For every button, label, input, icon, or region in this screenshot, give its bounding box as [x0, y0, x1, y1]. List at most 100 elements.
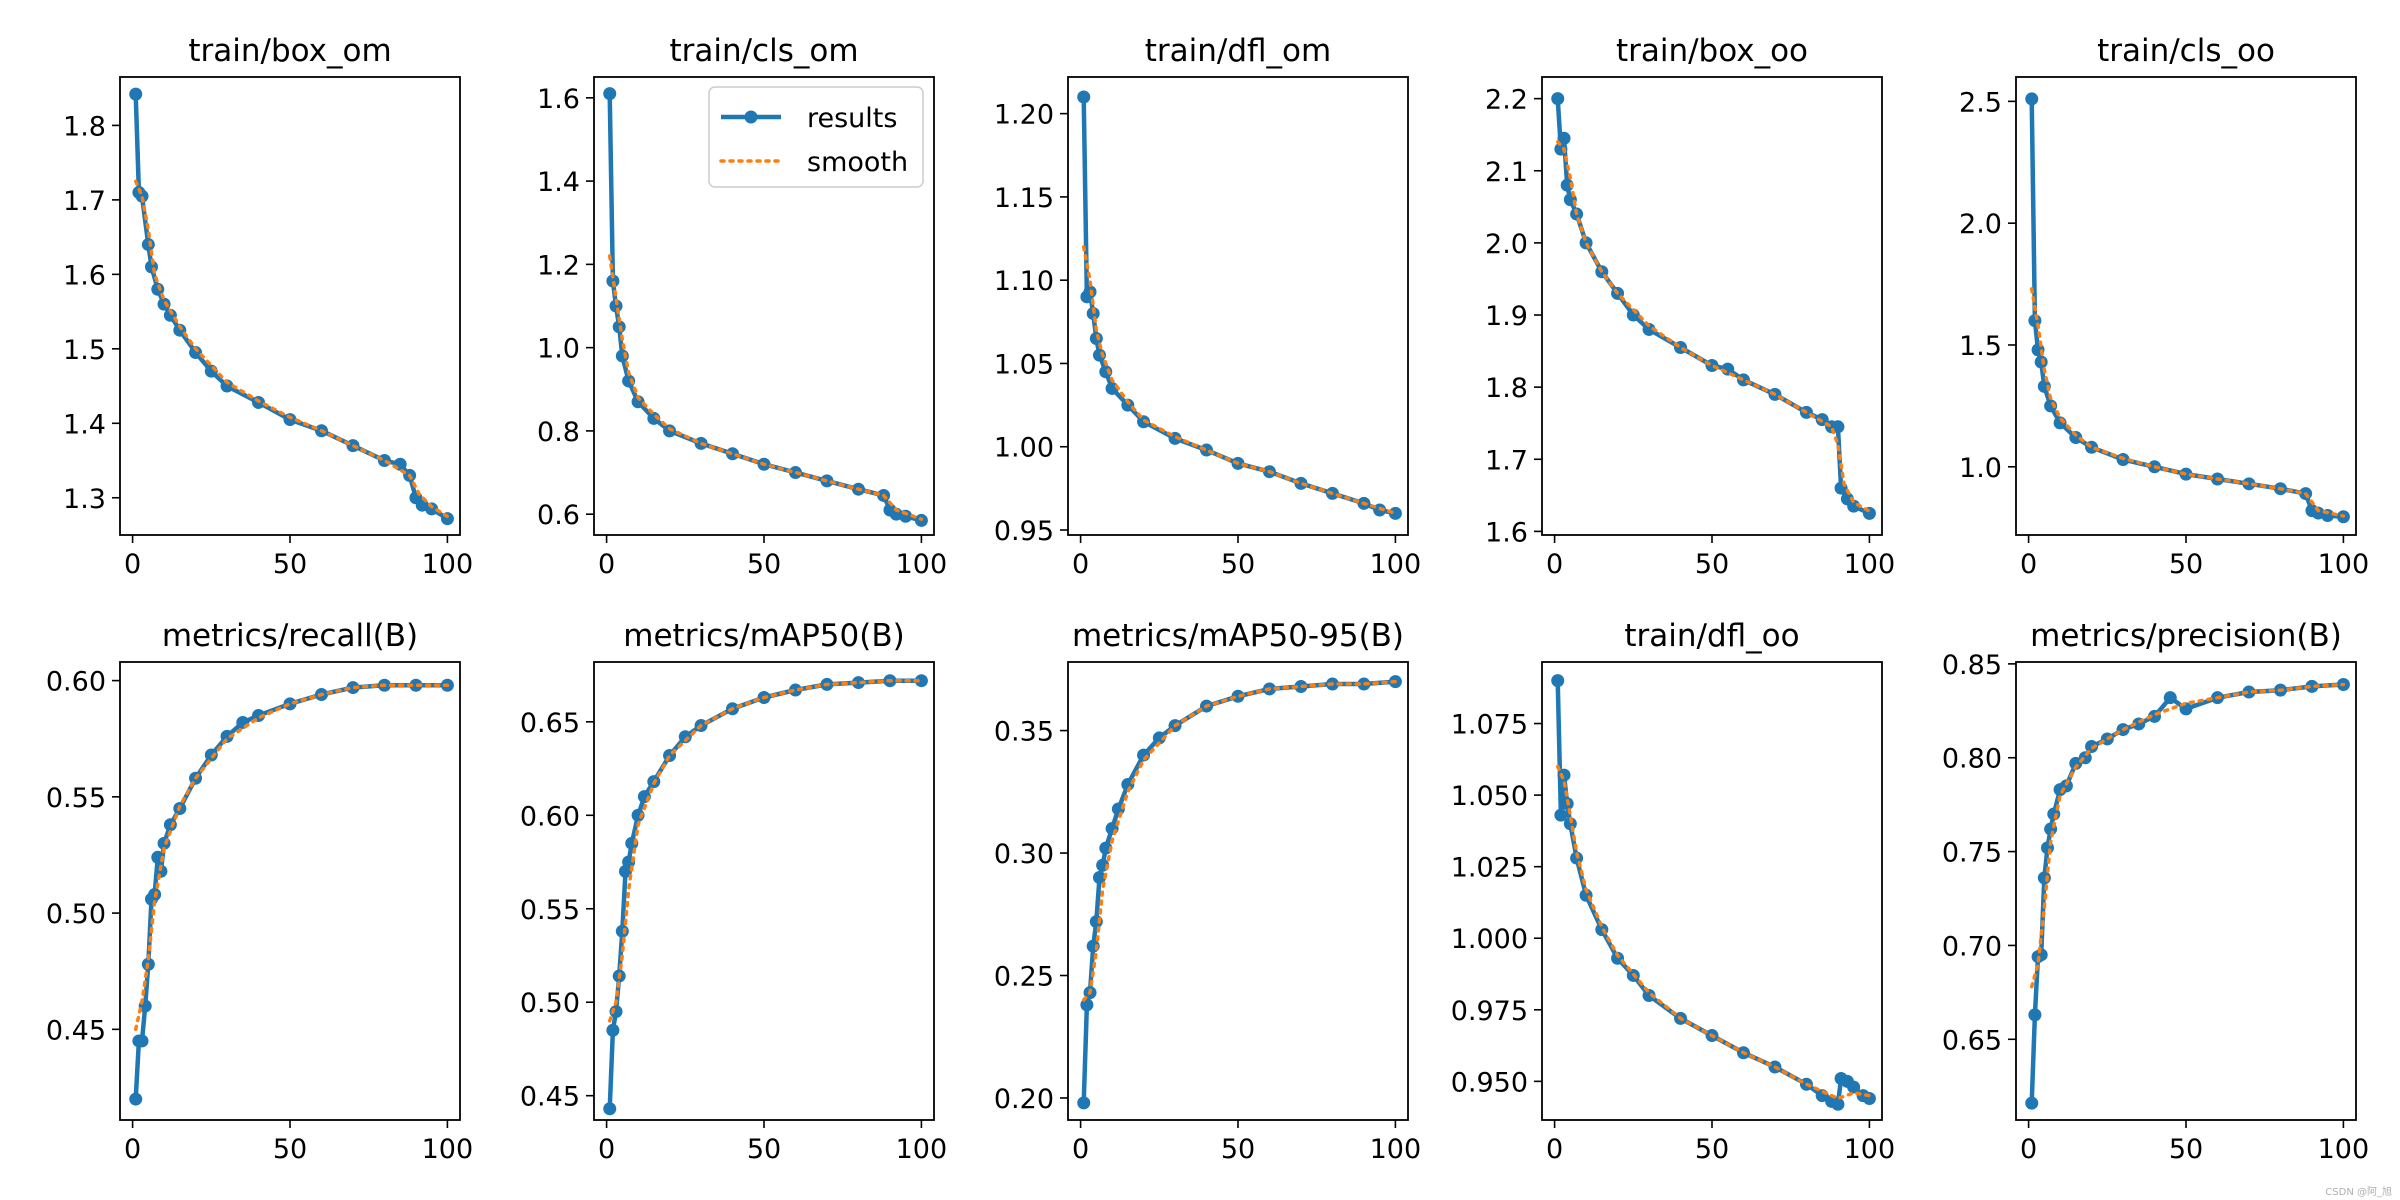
- results-point: [726, 447, 740, 461]
- results-point: [2242, 685, 2256, 699]
- x-tick-label: 100: [1844, 1134, 1896, 1165]
- results-point: [1092, 871, 1106, 885]
- x-tick-label: 100: [422, 1134, 474, 1165]
- results-point: [1642, 988, 1656, 1002]
- y-tick-label: 0.60: [520, 801, 580, 832]
- chart-panel: metrics/precision(B) 0 50 100 0.65 0.70 0.75 0.…: [1942, 618, 2369, 1165]
- results-point: [615, 924, 629, 938]
- y-tick-label: 1.3: [63, 484, 106, 515]
- results-point: [663, 424, 677, 438]
- axes-frame: [119, 661, 461, 1121]
- y-tick-label: 0.95: [994, 516, 1054, 547]
- results-point: [2025, 1096, 2039, 1110]
- results-point: [914, 674, 928, 688]
- chart-title: metrics/recall(B): [162, 618, 418, 654]
- results-point: [1847, 1080, 1861, 1094]
- results-point: [631, 395, 645, 409]
- smooth-line: [607, 254, 924, 521]
- y-tick-label: 1.075: [1451, 710, 1528, 741]
- y-tick-label: 1.7: [1485, 445, 1528, 476]
- y-tick-label: 0.65: [1942, 1025, 2002, 1056]
- chart-title: train/box_oo: [1616, 33, 1808, 69]
- y-tick-label: 1.00: [994, 433, 1054, 464]
- y-tick-label: 1.9: [1485, 301, 1528, 332]
- results-point: [1642, 322, 1656, 336]
- y-tick-label: 0.55: [520, 895, 580, 926]
- y-tick-label: 2.5: [1959, 87, 2002, 118]
- results-point: [1294, 476, 1308, 490]
- x-tick-label: 50: [2169, 549, 2203, 580]
- plot-area: [1077, 90, 1402, 520]
- plot-area: [2025, 92, 2350, 524]
- results-point: [1077, 1096, 1091, 1110]
- chart-panel: metrics/mAP50-95(B) 0 50 100 0.20 0.25 0.30 0.3…: [994, 618, 1421, 1165]
- x-tick-label: 0: [1072, 549, 1089, 580]
- chart-panel: metrics/recall(B) 0 50 100 0.45 0.50 0.55 0.60: [46, 618, 473, 1165]
- results-point: [678, 730, 692, 744]
- legend-results-marker: [744, 110, 758, 124]
- smooth-line: [1081, 245, 1398, 516]
- y-tick-label: 1.7: [63, 186, 106, 217]
- axes-frame: [2015, 76, 2357, 536]
- axes-frame: [1067, 661, 1409, 1121]
- y-tick-label: 0.45: [520, 1082, 580, 1113]
- plot-area: [603, 87, 928, 527]
- x-tick-label: 50: [273, 1134, 307, 1165]
- x-tick-label: 50: [1221, 549, 1255, 580]
- y-tick-label: 2.2: [1485, 85, 1528, 116]
- results-point: [1831, 1097, 1845, 1111]
- x-tick-label: 100: [2318, 549, 2370, 580]
- x-tick-label: 100: [422, 549, 474, 580]
- results-point: [1551, 674, 1565, 688]
- y-tick-label: 0.35: [994, 717, 1054, 748]
- chart-panel: metrics/mAP50(B) 0 50 100 0.45 0.50 0.55 0.60 0.…: [520, 618, 947, 1165]
- y-tick-label: 0.60: [46, 667, 106, 698]
- y-tick-label: 1.2: [537, 250, 580, 281]
- results-point: [2069, 431, 2083, 445]
- legend-box: [708, 86, 924, 188]
- results-point: [2028, 1008, 2042, 1022]
- results-point: [1557, 131, 1571, 145]
- results-point: [2069, 756, 2083, 770]
- y-tick-label: 1.6: [537, 84, 580, 115]
- chart-panel: train/box_oo 0 50 100 1.6 1.7 1.8 1.9 2.0 2.1 2.2: [1485, 33, 1895, 580]
- y-tick-label: 0.975: [1451, 996, 1528, 1027]
- x-tick-label: 50: [1221, 1134, 1255, 1165]
- legend-results-label: results: [807, 103, 897, 134]
- chart-title: metrics/mAP50(B): [623, 618, 904, 654]
- y-tick-label: 1.025: [1451, 853, 1528, 884]
- legend-smooth-label: smooth: [807, 147, 908, 178]
- results-point: [129, 1092, 143, 1106]
- plot-area: [1551, 92, 1876, 520]
- plot-area: [129, 678, 454, 1106]
- x-tick-label: 50: [273, 549, 307, 580]
- x-tick-label: 0: [1546, 1134, 1563, 1165]
- y-tick-label: 0.75: [1942, 838, 2002, 869]
- y-tick-label: 0.50: [520, 988, 580, 1019]
- chart-title: train/dfl_oo: [1624, 618, 1799, 654]
- smooth-line: [133, 683, 450, 1032]
- results-point: [1554, 808, 1568, 822]
- results-point: [1121, 398, 1135, 412]
- y-tick-label: 0.55: [46, 783, 106, 814]
- axes-frame: [1541, 661, 1883, 1121]
- results-point: [788, 683, 802, 697]
- x-tick-label: 100: [896, 549, 948, 580]
- y-tick-label: 1.15: [994, 183, 1054, 214]
- results-point: [141, 238, 155, 252]
- y-tick-label: 0.65: [520, 708, 580, 739]
- results-point: [1089, 331, 1103, 345]
- smooth-line: [607, 678, 924, 1023]
- chart-title: train/dfl_om: [1145, 33, 1331, 69]
- y-tick-label: 1.0: [1959, 453, 2002, 484]
- axes-frame: [593, 661, 935, 1121]
- smooth-line: [133, 179, 450, 519]
- smooth-line: [1081, 679, 1398, 1002]
- x-tick-label: 0: [2020, 1134, 2037, 1165]
- results-point: [603, 1102, 617, 1116]
- y-tick-label: 0.50: [46, 899, 106, 930]
- y-tick-label: 0.8: [537, 417, 580, 448]
- axes-frame: [1541, 76, 1883, 536]
- results-point: [163, 818, 177, 832]
- chart-panel: train/dfl_oo 0 50 100 0.950 0.975 1.000 1.025 1.…: [1451, 618, 1895, 1165]
